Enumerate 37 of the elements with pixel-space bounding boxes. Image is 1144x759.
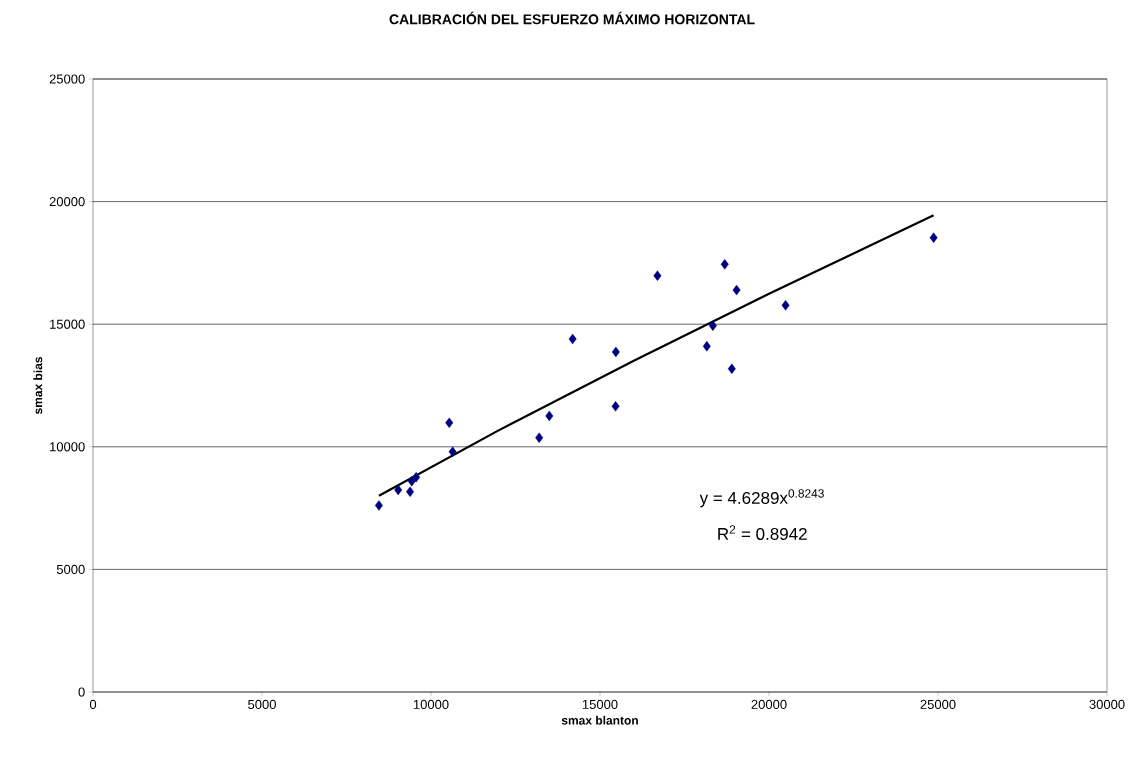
x-tick-label: 10000	[413, 699, 449, 709]
x-axis-title: smax blanton	[561, 715, 638, 725]
x-tick-label: 0	[89, 699, 97, 709]
y-tick-label: 5000	[56, 564, 85, 574]
y-tick-label: 20000	[49, 196, 85, 207]
point	[445, 417, 454, 428]
point	[611, 401, 620, 412]
chart-title: CALIBRACIÓN DEL ESFUERZO MÁXIMO HORIZONTAL	[389, 11, 755, 25]
x-tick-label: 15000	[582, 699, 618, 709]
y-axis-title: smax bias	[33, 356, 43, 415]
annotation: R$^{2}$ = 0.8942	[718, 525, 807, 540]
point	[653, 270, 662, 281]
point	[448, 446, 457, 457]
point	[375, 500, 383, 511]
point	[708, 320, 717, 331]
y-tick-label: 15000	[50, 319, 85, 329]
point	[394, 484, 403, 496]
point	[535, 432, 544, 443]
annotation: y = 4.6289x$^{0.8243}$	[699, 489, 824, 508]
point	[732, 284, 741, 296]
point	[412, 472, 421, 483]
point	[929, 232, 938, 243]
point	[568, 333, 577, 345]
y-tick-label: 0	[78, 687, 85, 697]
x-tick-label: 25000	[920, 699, 956, 709]
y-tick-label: 25000	[49, 74, 85, 84]
x-tick-label: 20000	[751, 699, 787, 709]
point	[720, 259, 729, 270]
x-tick-label: 5000	[248, 699, 276, 709]
point	[406, 486, 414, 497]
y-tick-label: 10000	[50, 442, 85, 452]
point	[611, 346, 620, 358]
point	[702, 341, 711, 352]
point	[781, 300, 790, 311]
point	[545, 410, 554, 422]
point	[727, 363, 736, 375]
x-tick-label: 30000	[1089, 699, 1125, 709]
